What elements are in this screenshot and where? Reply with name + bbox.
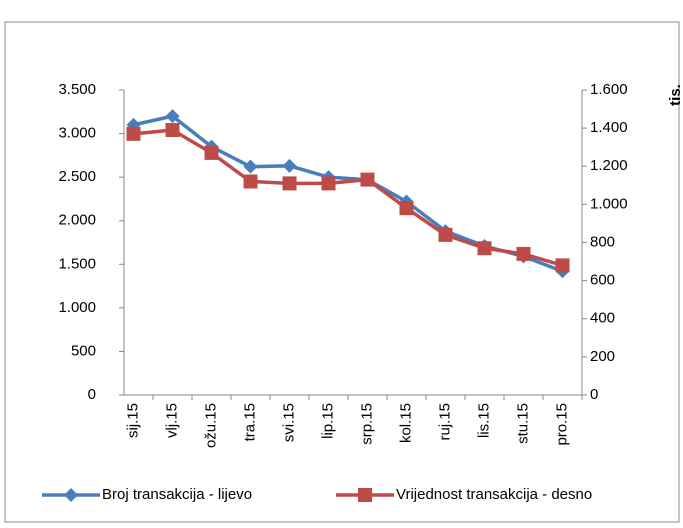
y2-tick-label: 0 — [590, 386, 598, 403]
y-tick-label: 1.000 — [58, 299, 96, 316]
x-tick-label: stu.15 — [514, 403, 531, 444]
x-tick-label: svi.15 — [280, 403, 297, 442]
y2-tick-label: 200 — [590, 348, 615, 365]
y2-tick-label: 1.400 — [590, 119, 628, 136]
legend-label: Vrijednost transakcija - desno — [396, 486, 592, 503]
y2-tick-label: 600 — [590, 272, 615, 289]
y-tick-label: 3.000 — [58, 125, 96, 142]
y-tick-label: 1.500 — [58, 255, 96, 272]
x-tick-label: lip.15 — [319, 403, 336, 439]
y2-axis-label: tis. — [667, 84, 683, 106]
y2-tick-label: 800 — [590, 233, 615, 250]
y-tick-label: 2.000 — [58, 212, 96, 229]
x-tick-label: tra.15 — [241, 403, 258, 441]
x-tick-label: pro.15 — [553, 403, 570, 446]
legend-label: Broj transakcija - lijevo — [102, 486, 252, 503]
point — [126, 126, 141, 141]
y2-tick-label: 400 — [590, 310, 615, 327]
y-tick-label: 3.500 — [58, 81, 96, 98]
y-tick-label: 0 — [88, 386, 96, 403]
x-tick-label: lis.15 — [475, 403, 492, 438]
point — [204, 145, 219, 160]
y2-tick-label: 1.600 — [590, 81, 628, 98]
y-tick-label: 500 — [71, 342, 96, 359]
point — [438, 227, 453, 242]
point — [360, 172, 375, 187]
point — [321, 176, 336, 191]
x-tick-label: ruj.15 — [436, 403, 453, 441]
point — [516, 246, 531, 261]
legend-marker — [64, 488, 78, 502]
x-tick-label: ožu.15 — [202, 403, 219, 448]
x-tick-label: srp.15 — [358, 403, 375, 445]
point — [243, 174, 258, 189]
point — [165, 123, 180, 138]
x-tick-label: kol.15 — [397, 403, 414, 443]
y2-tick-label: 1.000 — [590, 195, 628, 212]
legend-marker — [358, 488, 372, 502]
point — [555, 258, 570, 273]
point — [243, 159, 258, 174]
x-tick-label: vlj.15 — [163, 403, 180, 438]
x-tick-label: sij.15 — [124, 403, 141, 438]
point — [126, 117, 141, 132]
point — [165, 109, 180, 124]
point — [282, 176, 297, 191]
chart-border — [4, 21, 680, 523]
y-tick-label: 2.500 — [58, 168, 96, 185]
y2-tick-label: 1.200 — [590, 157, 628, 174]
point — [282, 158, 297, 173]
point — [477, 241, 492, 256]
point — [399, 201, 414, 216]
